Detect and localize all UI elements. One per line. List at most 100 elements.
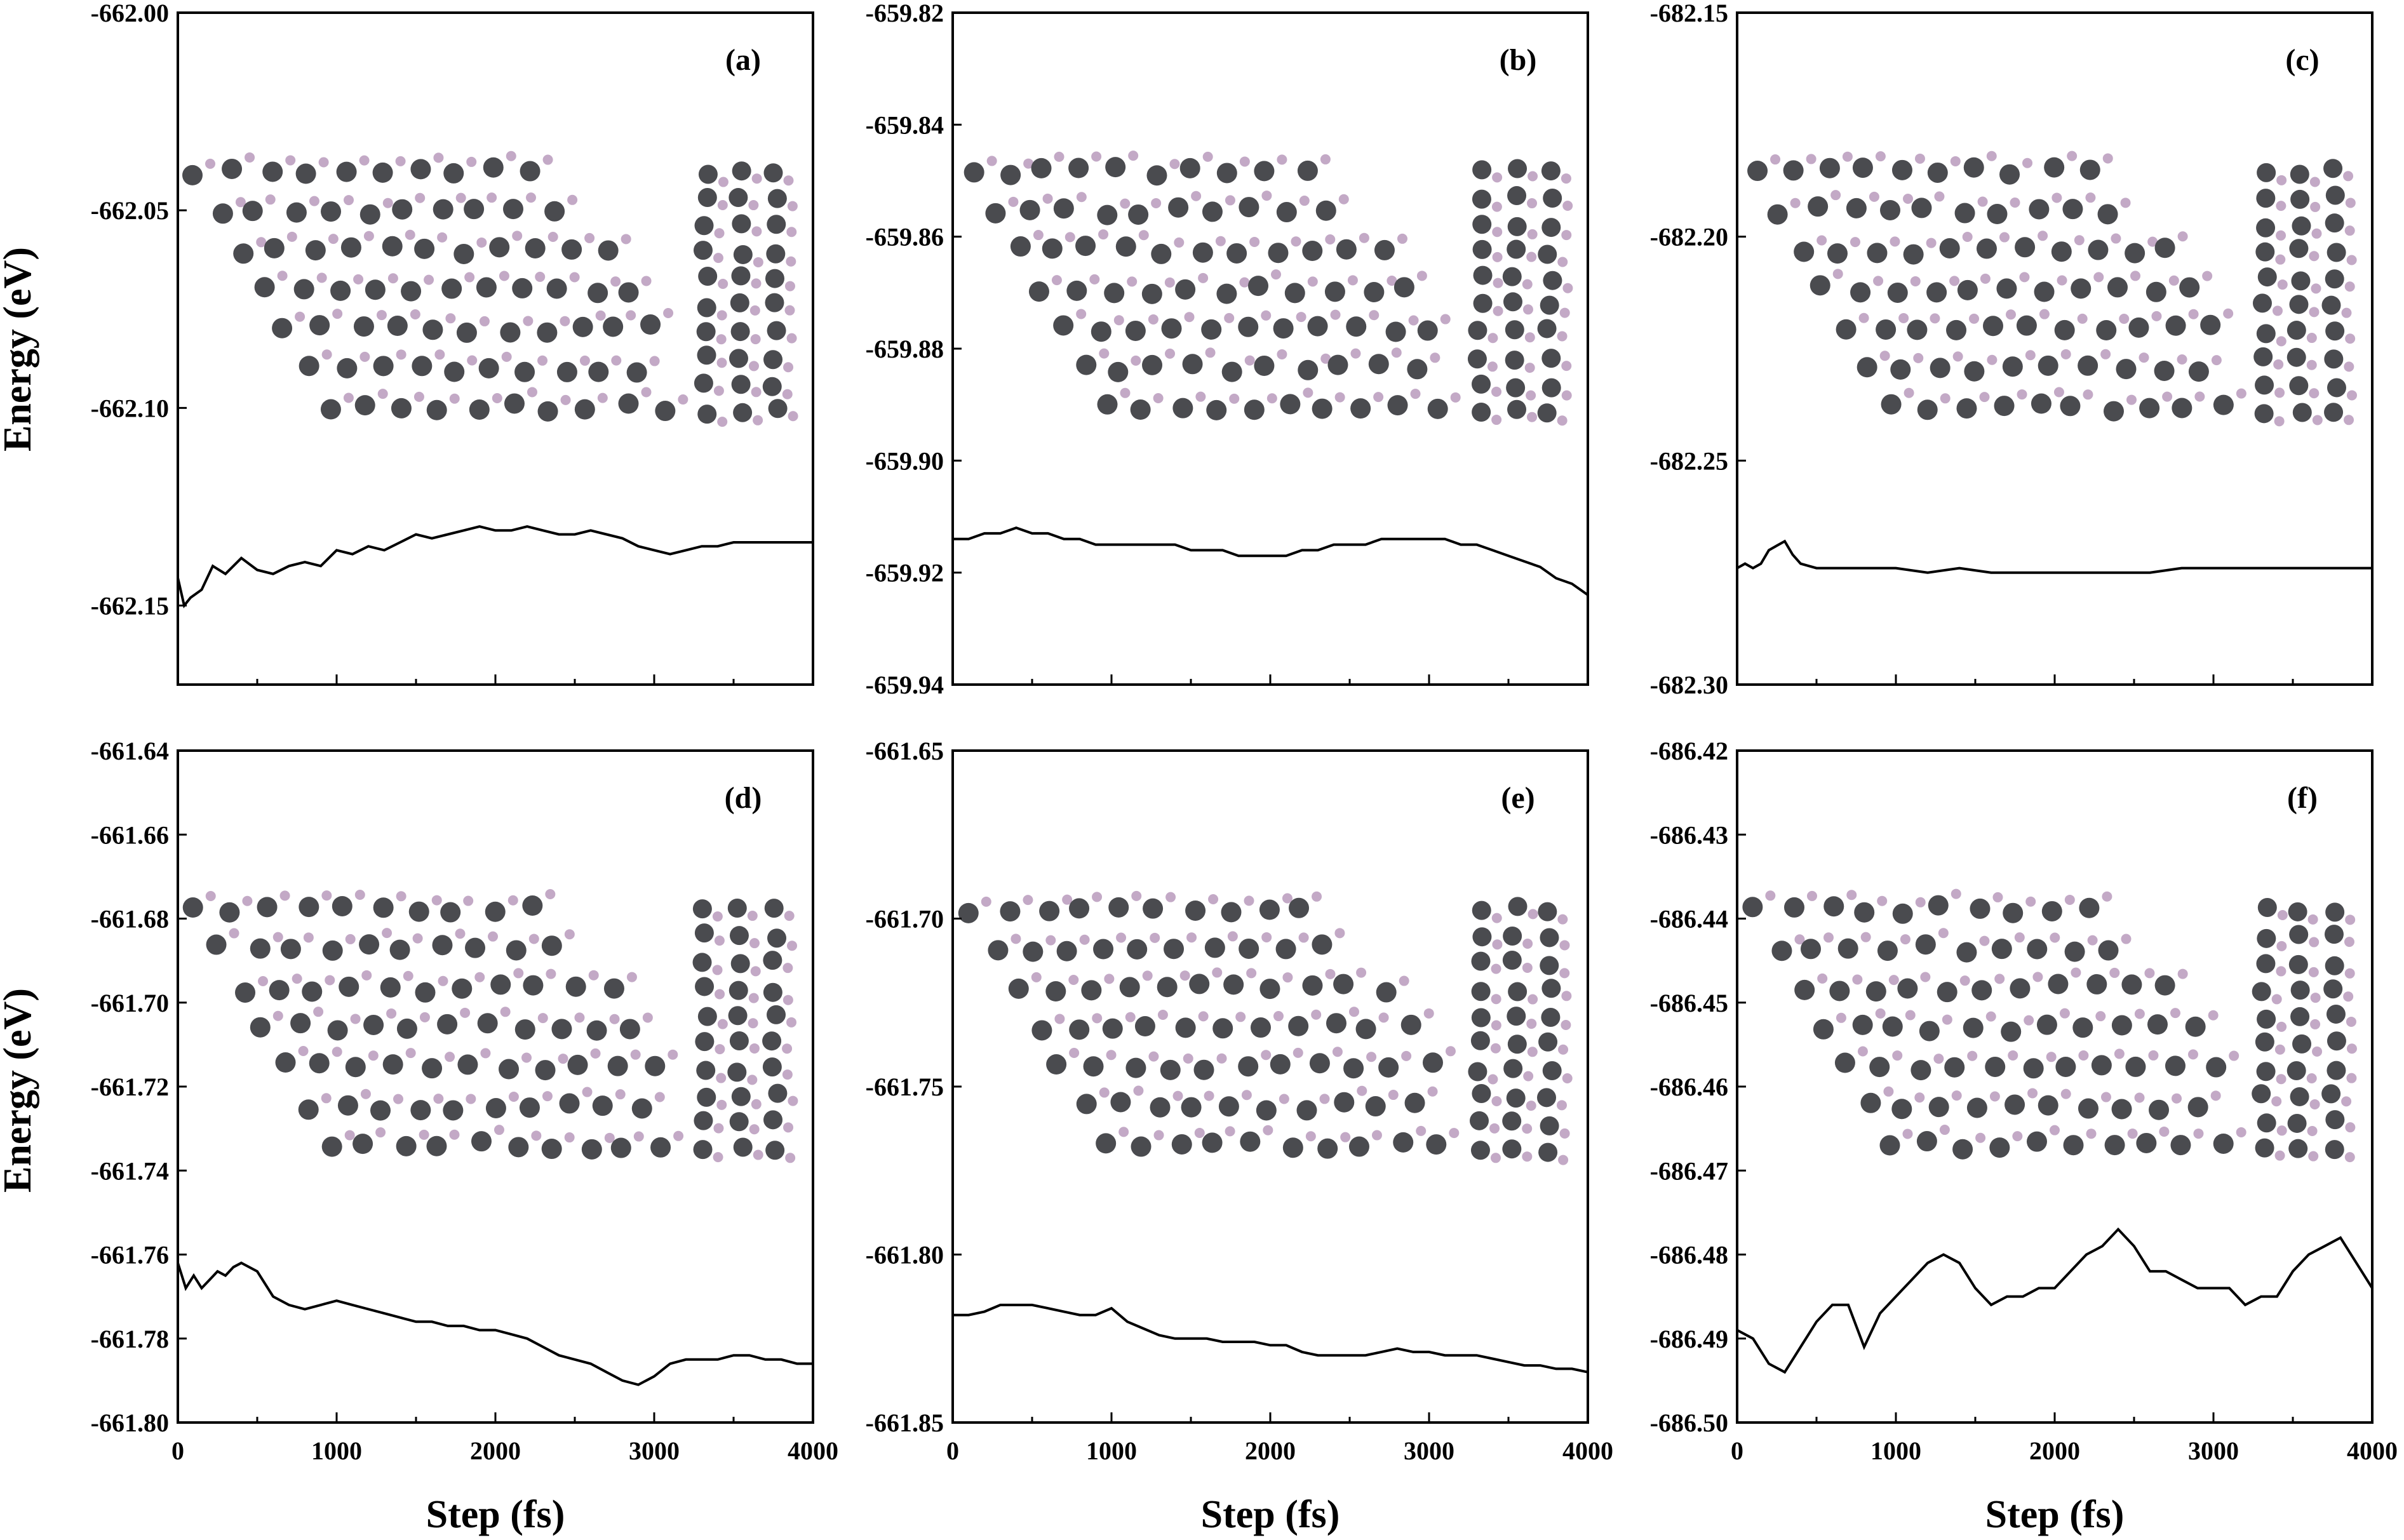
atom-light [1153,393,1164,404]
atom-light [1225,195,1235,206]
atom-light [2100,349,2111,359]
atom-light [2093,272,2104,283]
atom-dark [1507,1007,1526,1026]
atom-light [2049,1125,2060,1135]
atom-dark [1808,196,1829,217]
energy-line-c [1736,539,2372,574]
atom-light [1527,1047,1538,1057]
atom-dark [2071,278,2092,299]
atom-dark [655,401,676,422]
atom-dark [1407,359,1428,380]
atom-light [748,200,759,211]
atom-dark [1297,160,1318,181]
x-tick-label: 0 [946,1436,959,1465]
atom-light [368,1050,379,1061]
atom-light [1350,348,1361,359]
atom-light [1239,156,1250,167]
y-tick-label: -659.88 [866,335,944,363]
atom-dark [1834,1052,1855,1073]
atom-dark [2078,355,2098,376]
atom-light [747,911,758,921]
atom-light [1487,1074,1498,1085]
atom-light [2344,361,2354,372]
atom-dark [1248,276,1269,297]
atom-dark [1336,239,1357,260]
atom-light [1920,972,1931,982]
atom-dark [2289,925,2309,944]
atom-light [1852,974,1863,985]
atom-dark [1869,1057,1890,1078]
atom-dark [1385,321,1406,342]
atom-dark [1971,980,1992,1001]
atom-light [1241,1090,1252,1101]
atom-dark [290,1013,311,1034]
atom-light [1391,347,1402,358]
atom-dark [1472,189,1491,209]
atom-light [2210,1090,2221,1101]
atom-dark [504,393,525,414]
atom-light [2345,198,2356,208]
atom-dark [1944,1057,1965,1078]
atom-dark [1284,283,1305,304]
atom-light [1994,974,2005,984]
atom-light [2188,309,2199,319]
atom-dark [1467,349,1487,369]
atom-light [445,313,456,324]
atom-light [1967,1050,1978,1061]
atom-dark [2010,978,2031,999]
atom-light [2346,390,2357,401]
atom-light [1334,928,1345,939]
atom-dark [2136,1132,2157,1153]
atom-dark [1473,265,1493,285]
atom-dark [2170,1135,2191,1156]
atom-dark [387,316,408,337]
atom-light [1526,390,1536,401]
structure-inset-e [958,890,1573,1165]
atom-dark [1146,165,1167,186]
atom-light [419,1012,430,1022]
atom-light [1561,1020,1571,1031]
atom-dark [2327,243,2346,262]
atom-light [2119,314,2130,325]
atom-light [2170,1008,2180,1019]
atom-dark [1096,1133,1117,1154]
atom-dark [391,398,412,418]
atom-light [1069,1048,1080,1059]
atom-dark [519,1097,540,1118]
atom-dark [437,1014,458,1034]
atom-dark [1000,164,1021,185]
atom-light [433,1094,444,1104]
y-tick-label: -661.74 [91,1156,169,1185]
atom-light [2111,233,2121,244]
atom-light [1291,236,1301,247]
panel-d: -661.64 -661.66 -661.68 -661.70 -661.72 -661.… [91,737,838,1465]
atom-dark [537,322,558,343]
atom-light [2309,388,2320,399]
atom-dark [1503,927,1522,946]
atom-dark [1254,355,1275,376]
atom-dark [305,240,326,261]
atom-dark [1000,901,1021,922]
atom-light [235,197,246,208]
atom-light [321,349,332,360]
atom-dark [1892,903,1913,924]
atom-light [718,278,729,289]
atom-dark [730,293,749,312]
atom-light [1150,932,1160,943]
atom-light [1491,1095,1502,1106]
atom-light [2019,272,2030,283]
atom-dark [382,1054,403,1075]
atom-light [1942,1014,1952,1025]
atom-light [1832,269,1843,279]
atom-light [2100,1092,2111,1102]
atom-light [437,232,448,243]
atom-dark [1956,398,1977,419]
atom-dark [1537,1088,1557,1108]
y-tick-label: -662.10 [91,394,169,422]
atom-dark [353,1134,373,1155]
atom-dark [695,1032,715,1052]
atom-light [359,155,370,166]
atom-light [361,970,372,981]
atom-light [1099,1087,1110,1098]
energy-line-b [953,526,1589,596]
